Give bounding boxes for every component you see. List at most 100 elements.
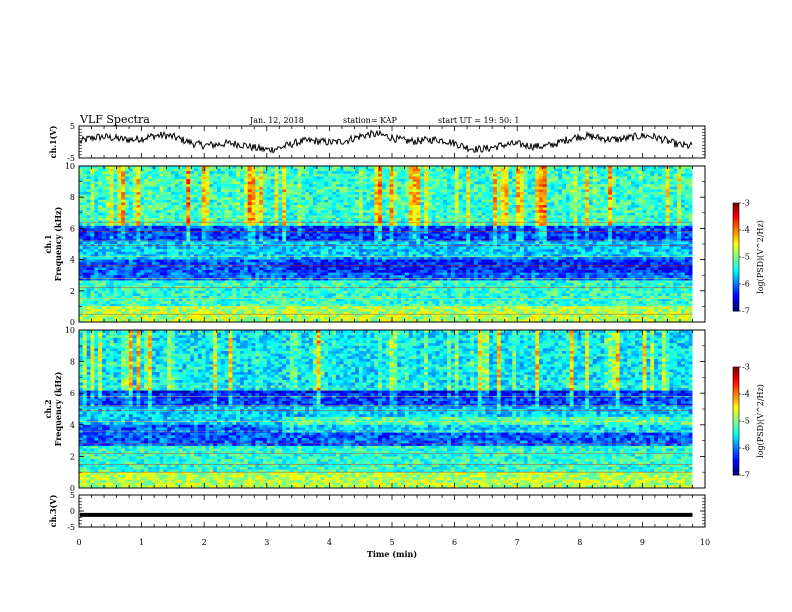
ch1-spec-cell	[144, 199, 149, 203]
ch1-spec-cell	[312, 192, 318, 195]
ch1-spec-cell	[255, 186, 260, 190]
ch1-spec-cell	[113, 225, 118, 229]
ch1-spec-cell	[374, 309, 379, 312]
ch1-spec-cell	[312, 259, 318, 263]
ch1-spec-cell	[220, 280, 226, 284]
ch1-spec-cell	[232, 270, 237, 273]
ch1-spec-cell	[366, 179, 371, 182]
ch1-spec-cell	[332, 171, 337, 175]
ch1-spec-cell	[201, 192, 206, 195]
ch1-spec-cell	[339, 275, 344, 279]
ch1-spec-cell	[378, 228, 383, 232]
ch1-spec-cell	[205, 173, 210, 177]
ch1-spec-cell	[282, 272, 287, 276]
ch1-spec-cell	[286, 210, 291, 214]
ch1-spec-cell	[358, 280, 364, 284]
ch1-spec-cell	[159, 280, 164, 284]
ch1-spec-cell	[289, 241, 295, 245]
ch1-spec-cell	[347, 233, 352, 237]
ch1-spec-cell	[251, 194, 256, 198]
ch1-spec-cell	[366, 173, 371, 177]
ch1-spec-cell	[332, 223, 337, 227]
ch1-spec-cell	[247, 197, 252, 201]
ch1-spec-cell	[251, 290, 256, 294]
ch1-spec-cell	[232, 298, 237, 302]
ch1-spec-cell	[243, 311, 249, 315]
ch1-spec-cell	[362, 205, 367, 208]
ch1-spec-cell	[217, 236, 222, 240]
ch1-spec-cell	[320, 231, 325, 234]
ch1-spec-cell	[358, 285, 364, 289]
ch1-spec-cell	[79, 192, 84, 195]
ch1-spec-cell	[197, 275, 203, 279]
ch1-spec-cell	[251, 298, 256, 302]
ch1-spec-cell	[255, 301, 260, 305]
ch1-spec-cell	[148, 207, 153, 211]
ch1-spec-cell	[378, 210, 383, 214]
ch1-spec-cell	[213, 288, 218, 292]
ch1-spec-cell	[312, 311, 318, 315]
ch1-spec-cell	[159, 168, 164, 172]
ch1-spec-cell	[201, 314, 206, 318]
ch1-spec-cell	[270, 223, 275, 227]
ch1-spec-cell	[144, 173, 149, 177]
ch1-spec-cell	[263, 270, 268, 273]
ch1-spec-cell	[102, 314, 107, 318]
ch1-spec-cell	[79, 311, 84, 315]
ch1-spec-cell	[102, 199, 107, 203]
ch1-spec-cell	[144, 298, 149, 302]
ch1-spec-cell	[132, 184, 137, 188]
ch1-spec-cell	[140, 290, 145, 294]
ch1-spec-cell	[98, 296, 103, 299]
ch1-spec-cell	[109, 272, 114, 276]
ch1-spec-cell	[197, 262, 203, 266]
ch1-spec-cell	[374, 189, 379, 193]
ch1-spec-cell	[251, 272, 256, 276]
ch1-spec-cell	[98, 319, 103, 323]
ch1-spec-cell	[205, 262, 210, 266]
ch1-spec-cell	[148, 306, 153, 310]
ch1-spec-cell	[335, 197, 341, 201]
ch1-spec-cell	[236, 189, 241, 193]
ch1-spec-cell	[163, 189, 168, 193]
ch1-spec-cell	[243, 231, 249, 234]
ch1-spec-cell	[324, 275, 329, 279]
ch1-spec-cell	[167, 314, 172, 318]
ch1-spec-cell	[171, 218, 176, 221]
ch1-spec-cell	[316, 168, 321, 172]
ch1-spec-cell	[381, 270, 387, 273]
ch1-spec-cell	[167, 231, 172, 234]
ch1-spec-cell	[282, 262, 287, 266]
ch1-spec-cell	[240, 277, 245, 281]
ch1-spec-cell	[374, 303, 379, 307]
ch1-spec-cell	[205, 223, 210, 227]
ch1-spec-cell	[259, 257, 264, 260]
ch1-spec-cell	[209, 215, 214, 219]
ch1-spec-cell	[94, 197, 99, 201]
ch1-spec-cell	[247, 306, 252, 310]
ch1-spec-cell	[144, 283, 149, 286]
ch1-spec-cell	[220, 171, 226, 175]
ch1-spec-cell	[355, 262, 360, 266]
ch1-spec-cell	[201, 293, 206, 297]
ch1-spec-cell	[282, 194, 287, 198]
ch1-spec-cell	[201, 194, 206, 198]
ch1-spec-cell	[370, 184, 375, 188]
ch1-spec-cell	[109, 236, 114, 240]
ch1-spec-cell	[167, 186, 172, 190]
ch1-spec-cell	[98, 288, 103, 292]
ch1-spec-cell	[140, 316, 145, 320]
ch1-spec-cell	[140, 166, 145, 169]
ch1-spec-cell	[259, 166, 264, 169]
ch1-spec-cell	[240, 262, 245, 266]
ch1-spec-cell	[286, 316, 291, 320]
ch1-spec-cell	[324, 296, 329, 299]
ch1-spec-cell	[159, 238, 164, 242]
ch1-spec-cell	[381, 236, 387, 240]
ch1-spec-cell	[213, 262, 218, 266]
ch1-spec-cell	[151, 171, 157, 175]
ch1-spec-cell	[121, 166, 126, 169]
ch1-spec-cell	[163, 262, 168, 266]
ch1-spec-cell	[190, 272, 195, 276]
ch1-spec-cell	[178, 270, 183, 273]
